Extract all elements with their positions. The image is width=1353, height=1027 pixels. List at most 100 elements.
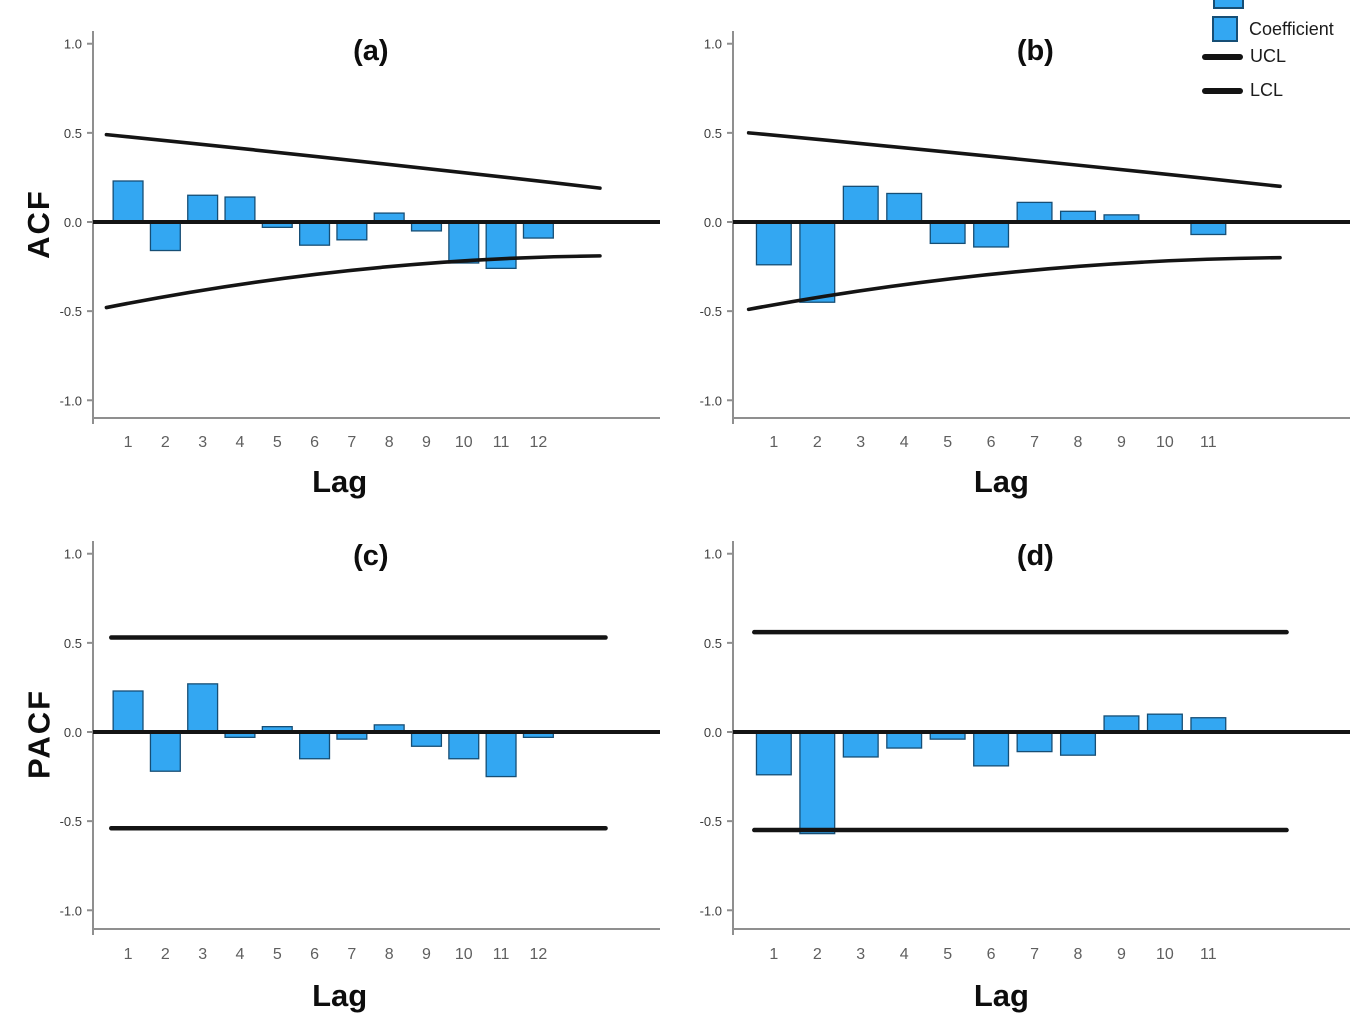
y-tick-label-b: 0.0	[704, 215, 722, 230]
y-tick-label-b: -0.5	[700, 304, 722, 319]
bar-d-lag-6	[973, 731, 1010, 767]
bar-d-lag-8	[1059, 731, 1097, 756]
y-tick-label-d: 0.0	[704, 725, 722, 740]
x-tick-label-d-8: 8	[1074, 946, 1083, 963]
bar-a-lag-3	[187, 194, 219, 223]
pacf-axis-label: PACF	[21, 688, 57, 780]
ucl-line-b	[746, 131, 1282, 189]
x-tick-label-c-12: 12	[529, 946, 547, 963]
legend-label-lcl: LCL	[1250, 80, 1284, 100]
x-tick-label-b-5: 5	[943, 434, 952, 451]
bar-c-lag-6	[299, 731, 331, 760]
bar-b-lag-6	[973, 221, 1010, 248]
x-tick-label-b-1: 1	[769, 434, 778, 451]
x-tick-label-a-2: 2	[161, 434, 170, 451]
bar-a-lag-12	[522, 221, 554, 239]
y-tick-label-a: 1.0	[64, 37, 82, 52]
x-axis-title-d: Lag	[974, 978, 1029, 1013]
x-axis-title-c: Lag	[312, 978, 367, 1013]
bar-b-lag-5	[929, 221, 966, 245]
x-tick-label-a-12: 12	[529, 434, 547, 451]
legend-item-ucl: UCL	[1202, 46, 1286, 67]
x-tick-label-c-8: 8	[385, 946, 394, 963]
bar-b-lag-2	[799, 221, 836, 303]
bar-b-lag-1	[755, 221, 792, 266]
legend-label-ucl: UCL	[1250, 46, 1287, 66]
coefficient-swatch-icon	[1212, 16, 1238, 42]
legend-item-coefficient: Coefficient	[1212, 16, 1334, 42]
x-tick-label-d-5: 5	[943, 946, 952, 963]
x-tick-label-b-11: 11	[1200, 434, 1217, 451]
x-tick-label-c-9: 9	[422, 946, 431, 963]
x-tick-label-a-1: 1	[124, 434, 133, 451]
x-tick-label-a-10: 10	[455, 434, 473, 451]
x-tick-label-b-6: 6	[987, 434, 996, 451]
x-tick-label-a-8: 8	[385, 434, 394, 451]
bar-b-lag-3	[842, 185, 879, 223]
legend-item-lcl: LCL	[1202, 80, 1283, 101]
legend-partial-swatch	[1213, 0, 1244, 9]
x-tick-label-c-4: 4	[236, 946, 245, 963]
acf-axis-label: ACF	[21, 189, 56, 259]
x-tick-label-a-3: 3	[198, 434, 207, 451]
bar-d-lag-1	[755, 731, 792, 776]
y-tick-label-a: -1.0	[60, 393, 82, 408]
x-tick-label-a-9: 9	[422, 434, 431, 451]
bar-a-lag-10	[448, 221, 480, 264]
y-tick-label-d: -0.5	[700, 814, 722, 829]
bar-c-lag-10	[448, 731, 480, 760]
x-tick-label-c-10: 10	[455, 946, 473, 963]
bar-d-lag-9	[1103, 715, 1140, 733]
panel-title-b: (b)	[1017, 35, 1054, 67]
y-tick-label-c: 0.0	[64, 725, 82, 740]
bar-c-lag-11	[485, 731, 517, 778]
bar-a-lag-1	[112, 180, 144, 223]
bar-d-lag-2	[799, 731, 836, 835]
lcl-line-icon	[1202, 87, 1243, 94]
legend-label-coefficient: Coefficient	[1249, 18, 1334, 39]
x-tick-label-b-4: 4	[900, 434, 909, 451]
bar-a-lag-6	[299, 221, 331, 246]
y-tick-label-d: 1.0	[704, 547, 722, 562]
x-tick-label-b-3: 3	[856, 434, 865, 451]
ucl-line-a	[104, 132, 602, 190]
x-tick-label-c-3: 3	[198, 946, 207, 963]
y-tick-label-c: 0.5	[64, 636, 82, 651]
y-tick-label-b: 1.0	[704, 37, 722, 52]
bar-a-lag-11	[485, 221, 517, 270]
panel-c: 1.00.50.0-0.5-1.01 2 3 4 5 6 7 8 9 10 11 12(c)Lag	[60, 540, 660, 1013]
y-tick-label-d: -1.0	[700, 903, 722, 918]
y-tick-label-b: -1.0	[700, 393, 722, 408]
x-axis-title-b: Lag	[974, 464, 1029, 499]
x-tick-label-a-7: 7	[347, 434, 356, 451]
x-tick-label-a-5: 5	[273, 434, 282, 451]
y-tick-label-d: 0.5	[704, 636, 722, 651]
x-tick-label-d-4: 4	[900, 946, 909, 963]
ucl-line-icon	[1202, 53, 1243, 60]
panel-a: 1.00.50.0-0.5-1.01 2 3 4 5 6 7 8 9 10 11 12(a)Lag	[60, 31, 660, 499]
bar-c-lag-3	[187, 683, 219, 733]
panel-title-d: (d)	[1017, 540, 1054, 572]
x-tick-label-b-8: 8	[1074, 434, 1083, 451]
bar-d-lag-10	[1146, 713, 1183, 733]
x-tick-label-c-5: 5	[273, 946, 282, 963]
bar-d-lag-4	[886, 731, 923, 749]
bar-b-lag-4	[886, 192, 923, 223]
bar-c-lag-1	[112, 690, 144, 733]
y-tick-label-c: -1.0	[60, 903, 82, 918]
panel-d: 1.0 0.5 0.0 -0.5 -1.0 1 2 3 4 5 6 7 8 9 10 11 (d) Lag	[700, 540, 1350, 1013]
x-tick-label-d-11: 11	[1200, 946, 1217, 963]
bar-a-lag-4	[224, 196, 256, 223]
panel-title-c: (c)	[353, 540, 388, 572]
x-tick-label-b-9: 9	[1117, 434, 1126, 451]
x-tick-label-a-4: 4	[236, 434, 245, 451]
x-tick-label-c-11: 11	[493, 946, 510, 963]
x-tick-label-d-6: 6	[987, 946, 996, 963]
x-tick-label-d-3: 3	[856, 946, 865, 963]
bar-a-lag-7	[336, 221, 368, 241]
bar-b-lag-7	[1016, 201, 1053, 223]
x-tick-label-c-2: 2	[161, 946, 170, 963]
bar-d-lag-3	[842, 731, 879, 758]
